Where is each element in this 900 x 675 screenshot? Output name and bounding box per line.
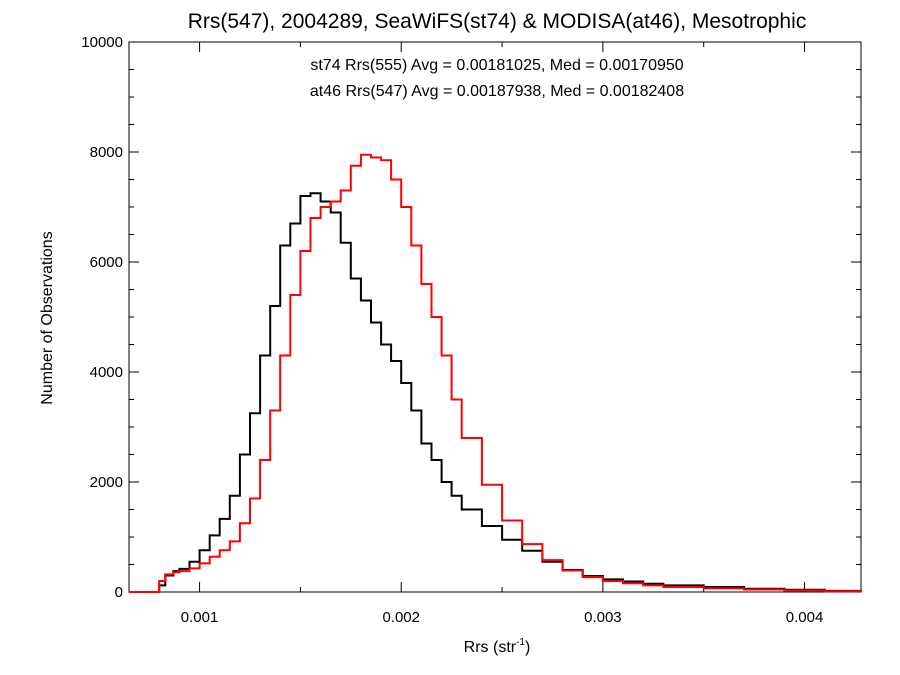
x-axis-label-text: Rrs (str xyxy=(464,639,517,656)
plot-frame xyxy=(128,41,862,593)
y-tick-label: 8000 xyxy=(90,144,123,161)
y-tick-label: 2000 xyxy=(90,474,123,491)
series-at46-histogram xyxy=(129,153,862,593)
x-tick-label: 0.004 xyxy=(786,609,824,626)
x-tick-label: 0.002 xyxy=(382,609,420,626)
series-layer xyxy=(129,153,862,593)
x-axis-ticks: 0.001 0.002 0.003 0.004 xyxy=(181,42,824,626)
plot-border xyxy=(128,41,862,593)
y-axis-label: Number of Observations xyxy=(39,231,56,404)
series-label-st74: st74 Rrs(555) Avg = 0.00181025, Med = 0.… xyxy=(310,57,683,74)
series-st74-histogram xyxy=(129,192,862,593)
x-axis-label-close: ) xyxy=(525,639,530,656)
x-axis-label-superscript: -1 xyxy=(516,637,525,648)
y-tick-label: 0 xyxy=(115,584,123,601)
x-tick-label: 0.003 xyxy=(584,609,622,626)
y-tick-label: 4000 xyxy=(90,364,123,381)
y-axis-ticks: 0 2000 4000 6000 8000 10000 xyxy=(81,34,861,601)
y-tick-label: 10000 xyxy=(81,34,123,51)
x-axis-label: Rrs (str-1) xyxy=(464,637,531,656)
series-label-at46: at46 Rrs(547) Avg = 0.00187938, Med = 0.… xyxy=(310,83,684,100)
y-tick-label: 6000 xyxy=(90,254,123,271)
chart-title: Rrs(547), 2004289, SeaWiFS(st74) & MODIS… xyxy=(188,10,807,33)
x-tick-label: 0.001 xyxy=(181,609,219,626)
